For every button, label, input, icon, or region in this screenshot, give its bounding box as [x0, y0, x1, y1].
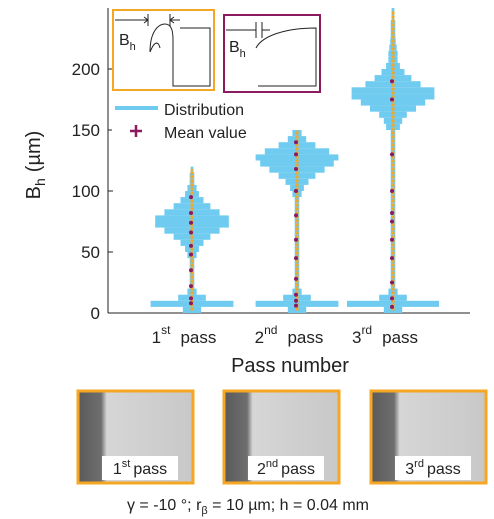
mean-value	[294, 152, 298, 157]
mean-value	[294, 256, 298, 261]
mean-value	[390, 97, 394, 102]
legend-box	[112, 96, 278, 140]
distribution-bin	[390, 20, 396, 27]
mean-value	[189, 220, 193, 225]
mean-value	[294, 213, 298, 218]
mean-value	[294, 167, 298, 172]
mean-value	[390, 256, 394, 261]
x-tick-label: 3rd pass	[352, 323, 418, 347]
mean-value	[189, 230, 193, 235]
distribution-bin	[294, 227, 300, 234]
mean-value	[294, 292, 298, 297]
plot: 0 50 100 150 200 1st pass 2nd pass 3rd pass	[72, 8, 439, 347]
distribution-bin	[390, 148, 396, 155]
mean-value	[390, 296, 394, 301]
mean-value	[390, 304, 394, 309]
mean-value	[294, 303, 298, 308]
mean-value	[390, 280, 394, 285]
distribution-bin	[180, 239, 204, 246]
distribution-bin	[390, 276, 396, 283]
mean-value	[294, 140, 298, 145]
inset-2: Bh	[223, 14, 321, 93]
distribution-bin	[390, 227, 396, 234]
photo-label-bg	[395, 456, 471, 480]
distribution-bin	[391, 8, 395, 15]
photo-label-bg	[102, 456, 178, 480]
distribution-bin	[264, 148, 330, 155]
y-tick-label: 50	[81, 243, 100, 262]
distribution-bin	[294, 239, 300, 246]
mean-value	[189, 243, 193, 248]
svg-text:Bh: Bh	[229, 39, 246, 60]
inset-frame	[112, 9, 215, 91]
photo-label: 3rd pass	[405, 458, 460, 478]
distribution-bin	[189, 276, 195, 283]
mean-value	[294, 298, 298, 303]
legend-label: Distribution	[164, 102, 244, 119]
caption: γ = -10 °; rβ = 10 µm; h = 0.04 mm	[127, 497, 369, 517]
edge-profile	[149, 23, 211, 87]
x-tick-label: 1st pass	[152, 323, 217, 347]
distribution-bin	[189, 264, 195, 271]
photo-label: 2nd pass	[257, 458, 315, 478]
mean-value	[189, 268, 193, 273]
edge-profile	[255, 27, 317, 87]
photo-label: 1st pass	[113, 458, 167, 478]
distribution-bin	[390, 252, 396, 259]
dimension-line	[226, 22, 270, 38]
y-tick-label: 0	[91, 304, 100, 323]
mean-value	[390, 79, 394, 84]
mean-value	[390, 219, 394, 224]
mean-value	[390, 189, 394, 193]
distribution-bin	[386, 123, 400, 130]
distribution-bin	[390, 160, 396, 167]
mean-value	[189, 296, 193, 301]
mean-value	[294, 237, 298, 242]
distribution-bin	[294, 252, 300, 259]
y-tick-label: 150	[72, 121, 100, 140]
distribution-bin	[294, 264, 300, 271]
y-tick-label: 100	[72, 182, 100, 201]
mean-value	[390, 237, 394, 242]
inset-1: Bh	[112, 9, 215, 91]
mean-value	[189, 195, 193, 200]
mean-value	[189, 252, 193, 257]
mean-value	[294, 276, 298, 281]
legend: Distribution Mean value	[112, 96, 278, 142]
legend-swatch	[130, 125, 142, 137]
distribution-bin	[390, 136, 396, 143]
burr	[149, 42, 161, 53]
distribution-bin	[379, 111, 407, 118]
y-tick-label: 200	[72, 60, 100, 79]
distribution-bin	[390, 264, 396, 271]
inset-frame	[223, 14, 321, 93]
distribution-bin	[390, 32, 396, 39]
photo-label-bg	[248, 456, 324, 480]
distribution-bin	[287, 136, 307, 143]
dimension-line	[115, 14, 180, 26]
x-tick-label: 2nd pass	[255, 323, 324, 347]
mean-value	[294, 189, 298, 193]
mean-value	[189, 284, 193, 289]
y-axis-label: Bh(µm)	[23, 131, 48, 200]
mean-value	[390, 152, 394, 157]
mean-value	[189, 301, 193, 306]
distribution-bin	[164, 227, 220, 234]
legend-label: Mean value	[164, 125, 247, 142]
photos: 1st pass 2nd pass 3rd pass	[76, 389, 488, 485]
mean-value	[189, 210, 193, 215]
distribution-bin	[390, 239, 396, 246]
distribution-bin	[260, 160, 334, 167]
mean-value	[390, 210, 394, 215]
x-axis-label: Pass number	[231, 355, 349, 377]
svg-text:Bh: Bh	[119, 32, 136, 53]
